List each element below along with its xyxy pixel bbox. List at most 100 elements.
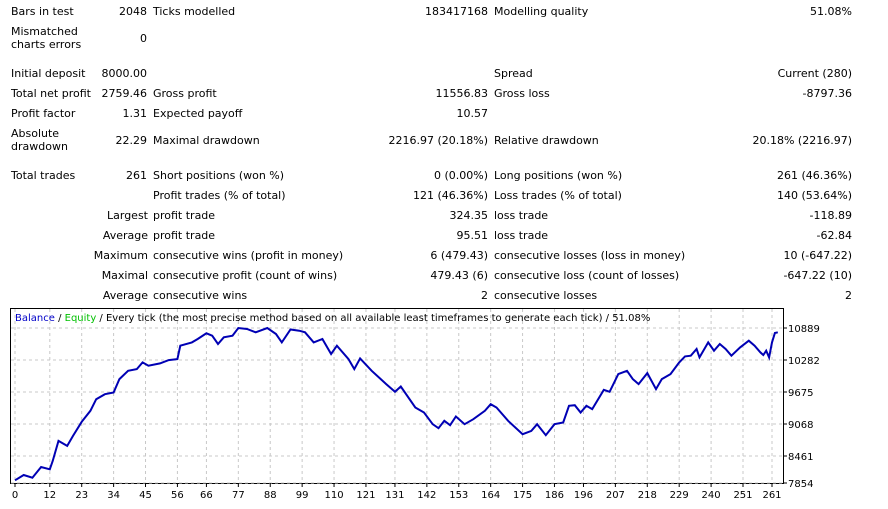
x-tick-label: 23 — [75, 490, 88, 501]
row-label: Gross profit — [153, 87, 217, 100]
row-value: 2 — [481, 289, 488, 302]
row-value: 11556.83 — [435, 87, 489, 100]
row-label: Maximal drawdown — [153, 134, 260, 147]
row-value: -118.89 — [809, 209, 852, 222]
row-label: Total trades — [11, 169, 76, 182]
x-tick-label: 66 — [200, 490, 213, 501]
row-value: 20.18% (2216.97) — [752, 134, 852, 147]
row-value: 183417168 — [425, 5, 488, 18]
row-label: Relative drawdown — [494, 134, 599, 147]
legend-balance: Balance — [15, 313, 55, 324]
x-tick-label: 88 — [264, 490, 277, 501]
row-value: 479.43 (6) — [430, 269, 488, 282]
row-label: consecutive losses — [494, 289, 598, 302]
row-value: -647.22 (10) — [783, 269, 852, 282]
chart-grid — [11, 309, 787, 487]
row-label: Loss trades (% of total) — [494, 189, 622, 202]
x-tick-label: 45 — [139, 490, 152, 501]
x-tick-label: 251 — [733, 490, 752, 501]
row-label: consecutive wins (profit in money) — [153, 249, 344, 262]
legend-sep: / — [55, 313, 65, 324]
row-value: 2 — [845, 289, 852, 302]
report-row: Profit trades (% of total) 121 (46.36%) Lo… — [0, 189, 888, 209]
x-tick-label: 142 — [417, 490, 436, 501]
x-tick-label: 164 — [481, 490, 500, 501]
row-value: 140 (53.64%) — [776, 189, 852, 202]
row-value: 8000.00 — [101, 67, 148, 80]
row-value: 2759.46 — [101, 87, 148, 100]
chart-subtitle: / Every tick (the most precise method ba… — [96, 313, 650, 324]
chart-title: Balance / Equity / Every tick (the most … — [15, 313, 650, 324]
row-label: consecutive loss (count of losses) — [494, 269, 680, 282]
row-label: loss trade — [494, 209, 549, 222]
x-tick-label: 261 — [762, 490, 781, 501]
row-label: Ticks modelled — [153, 5, 236, 18]
x-tick-label: 12 — [43, 490, 56, 501]
row-value: 2216.97 (20.18%) — [388, 134, 488, 147]
row-label: Short positions (won %) — [153, 169, 285, 182]
row-label: loss trade — [494, 229, 549, 242]
report-row: Average profit trade 95.51 loss trade -62.84 — [0, 229, 888, 249]
row-value: 1.31 — [122, 107, 148, 120]
row-value: -62.84 — [816, 229, 852, 242]
x-tick-label: 0 — [12, 490, 18, 501]
x-tick-label: 110 — [324, 490, 343, 501]
row-label: Bars in test — [11, 5, 74, 18]
report-row: Average consecutive wins 2 consecutive loss… — [0, 289, 888, 309]
chart-frame — [10, 308, 784, 484]
row-value: 6 (479.43) — [430, 249, 488, 262]
row-value: -8797.36 — [802, 87, 852, 100]
row-value: 2048 — [119, 5, 147, 18]
row-label: Total net profit — [11, 87, 91, 100]
x-tick-label: 121 — [356, 490, 375, 501]
x-tick-label: 186 — [545, 490, 564, 501]
x-tick-label: 229 — [670, 490, 689, 501]
row-label: Profit trades (% of total) — [153, 189, 286, 202]
report-row: Total net profit 2759.46 Gross profit 11556… — [0, 87, 888, 107]
row-label: consecutive profit (count of wins) — [153, 269, 338, 282]
x-tick-label: 207 — [606, 490, 625, 501]
y-tick-label: 9675 — [788, 388, 813, 399]
row-value: 22.29 — [115, 134, 148, 147]
y-tick-label: 8461 — [788, 452, 813, 463]
report-row: Absolute drawdown 22.29 Maximal drawdown 22… — [0, 127, 888, 153]
balance-chart: Balance / Equity / Every tick (the most … — [10, 308, 820, 501]
legend-equity: Equity — [65, 313, 97, 324]
row-value: 0 (0.00%) — [433, 169, 488, 182]
row-label: Modelling quality — [494, 5, 589, 18]
x-tick-label: 240 — [702, 490, 721, 501]
x-tick-label: 34 — [107, 490, 120, 501]
row-value: 95.51 — [456, 229, 489, 242]
report-row: Initial deposit 8000.00 Spread Current (280… — [0, 67, 888, 87]
row-value: 121 (46.36%) — [412, 189, 488, 202]
row-value: 261 — [126, 169, 147, 182]
row-value: 10 (-647.22) — [783, 249, 852, 262]
row-label: Largest — [107, 209, 148, 222]
y-tick-label: 9068 — [788, 420, 813, 431]
x-tick-label: 56 — [171, 490, 184, 501]
report-row: Maximum consecutive wins (profit in money… — [0, 249, 888, 269]
y-tick-label: 10889 — [788, 324, 820, 335]
row-label: Average — [102, 229, 148, 242]
x-tick-label: 77 — [232, 490, 245, 501]
row-label: Spread — [494, 67, 533, 80]
report-row: Mismatched charts errors 0 — [0, 25, 888, 51]
y-tick-label: 7854 — [788, 479, 813, 490]
row-value: Current (280) — [777, 67, 852, 80]
row-value: 261 (46.36%) — [776, 169, 852, 182]
x-tick-label: 196 — [574, 490, 593, 501]
x-tick-label: 99 — [296, 490, 309, 501]
report-row: Bars in test 2048 Ticks modelled 183417168 M… — [0, 5, 888, 25]
report-row: Profit factor 1.31 Expected payoff 10.57 — [0, 107, 888, 127]
balance-line — [14, 326, 779, 482]
row-label: Absolute drawdown — [11, 127, 68, 153]
row-label: Mismatched charts errors — [11, 25, 82, 51]
report-row: Largest profit trade 324.35 loss trade -118.… — [0, 209, 888, 229]
row-value: 0 — [140, 32, 147, 45]
x-tick-label: 153 — [449, 490, 468, 501]
report-row: Total trades 261 Short positions (won %) 0 … — [0, 169, 888, 189]
row-label: Initial deposit — [11, 67, 86, 80]
report-row: Maximal consecutive profit (count of wins… — [0, 269, 888, 289]
x-tick-label: 175 — [513, 490, 532, 501]
row-label: Expected payoff — [153, 107, 243, 120]
